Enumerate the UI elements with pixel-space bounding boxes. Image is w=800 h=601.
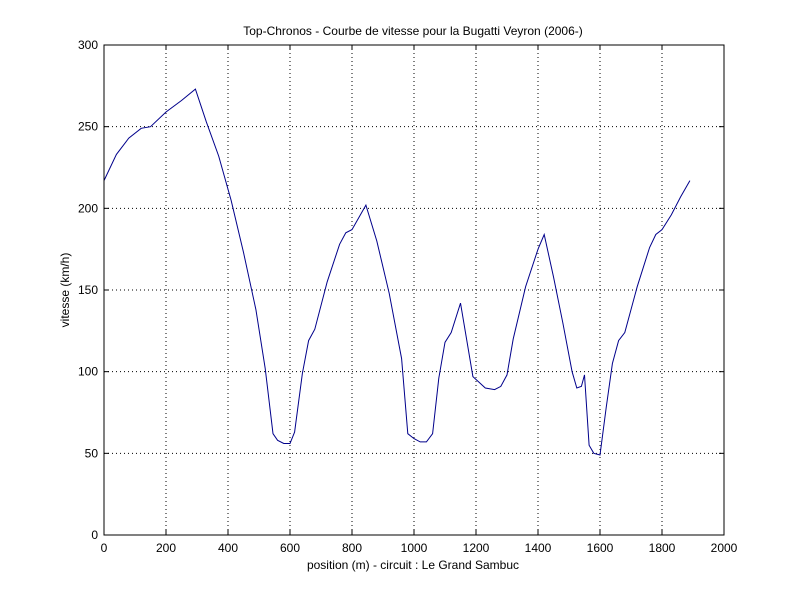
y-tick-label: 50 xyxy=(85,446,99,460)
x-axis-title: position (m) - circuit : Le Grand Sambuc xyxy=(307,558,519,572)
x-tick-label: 2000 xyxy=(711,541,738,555)
speed-series-line xyxy=(103,88,691,456)
y-axis-title: vitesse (km/h) xyxy=(58,253,72,328)
axis-ticks: 0 200 400 600 800 1000 1200 1400 1600 1800 2000 0 50… xyxy=(78,38,738,555)
x-tick-label: 1000 xyxy=(401,541,428,555)
y-tick-label: 200 xyxy=(78,201,98,215)
x-tick-label: 600 xyxy=(280,541,300,555)
y-tick-label: 250 xyxy=(78,120,98,134)
x-tick-label: 1800 xyxy=(649,541,676,555)
x-tick-label: 800 xyxy=(342,541,362,555)
y-tick-label: 150 xyxy=(78,283,98,297)
x-tick-label: 400 xyxy=(218,541,238,555)
x-tick-label: 200 xyxy=(156,541,176,555)
chart-title: Top-Chronos - Courbe de vitesse pour la … xyxy=(243,24,583,38)
y-tick-label: 100 xyxy=(78,365,98,379)
x-tick-label: 1400 xyxy=(525,541,552,555)
x-tick-label: 1200 xyxy=(463,541,490,555)
x-tick-label: 1600 xyxy=(587,541,614,555)
y-tick-label: 0 xyxy=(91,528,98,542)
x-tick-label: 0 xyxy=(101,541,108,555)
y-tick-label: 300 xyxy=(78,38,98,52)
